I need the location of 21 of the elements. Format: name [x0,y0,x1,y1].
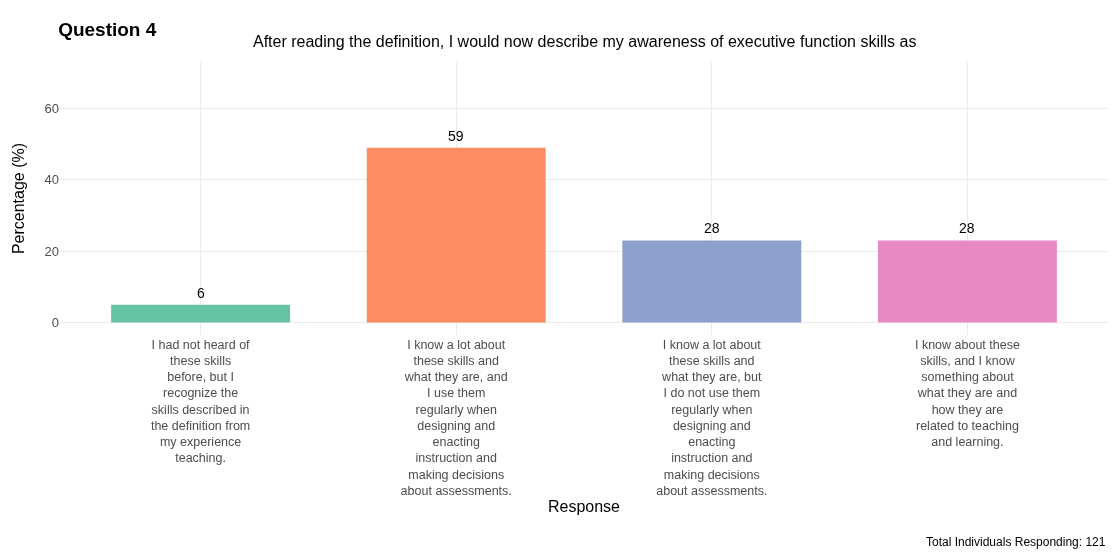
annotation: 28 [704,220,720,236]
annotation: 28 [959,220,975,236]
chart-title: Question 4 [58,18,157,40]
bar [877,240,1057,323]
y-axis-title: Percentage (%) [10,142,28,255]
x-tick-label: I know about these skills, and I know something about what they are and how they are related to teaching and learning. [914,337,1020,449]
category-label: I know a lot about these skills and what they are, and I use them regularly when designing and enacting instruction and making decisions about assessments. [400,337,512,498]
x-tick-label: I had not heard of these skills before, but I recognize the skills described in the definition from my experience teaching. [150,337,251,466]
y-tick-label: 20 [44,243,59,259]
bar [111,304,291,323]
y-tick-label: 60 [44,100,59,116]
y-tick-label: 0 [51,315,59,331]
y-tick-label: 40 [44,172,59,188]
x-axis-title: Response [547,498,621,516]
bar [622,240,802,323]
annotation: 59 [448,128,464,144]
text: Total Individuals Responding: 121 [926,535,1106,549]
bar [366,147,546,323]
chart-subtitle: After reading the definition, I would now describe my awareness of executive function skills as [253,33,917,50]
annotation: 6 [197,285,205,301]
category-label: I know a lot about these skills and what they are, but I do not use them regularly when designing and enacting instruction and making decisions about assessments. [656,337,768,498]
